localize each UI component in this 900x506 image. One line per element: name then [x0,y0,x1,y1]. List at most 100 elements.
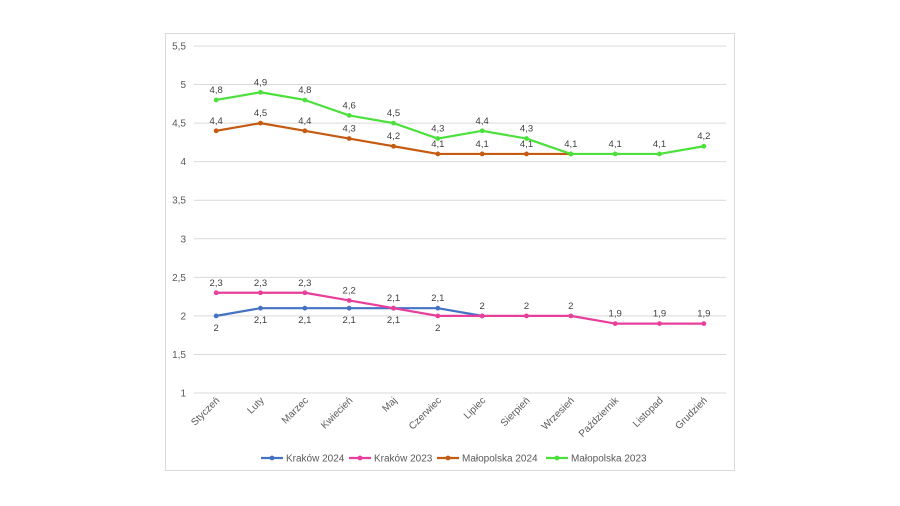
legend-marker [445,455,451,461]
y-tick-label: 5 [180,80,186,91]
x-tick-label: Marzec [280,395,311,426]
data-point [391,305,396,311]
x-tick-label: Maj [380,395,399,414]
x-tick-label: Grudzień [673,395,709,431]
legend-label: Kraków 2023 [374,454,433,465]
data-label: 4,1 [431,139,444,150]
data-label: 2,3 [210,278,223,289]
data-label: 4,5 [254,108,267,119]
y-tick-label: 5,5 [172,42,186,53]
data-point [524,151,529,157]
data-label: 4,6 [343,100,356,111]
legend-label: Kraków 2024 [286,454,345,465]
data-point [479,151,485,157]
data-point [657,321,662,326]
x-tick-label: Kwiecień [319,395,355,431]
data-label: 4,3 [431,124,444,135]
data-label: 1,9 [653,309,666,320]
data-point [435,136,441,141]
y-tick-label: 4 [180,157,186,168]
y-tick-label: 4,5 [172,119,186,130]
data-point [657,151,662,157]
y-tick-label: 1,5 [172,350,186,361]
data-point [524,313,529,319]
series-line [216,291,704,325]
data-label: 2 [524,301,529,312]
x-tick-label: Sierpień [499,395,533,429]
data-point [479,128,485,134]
x-tick-label: Luty [245,395,266,416]
data-label: 2,1 [343,315,356,326]
series-line [215,91,705,156]
data-point [612,151,618,157]
data-point [302,305,308,311]
legend-marker [269,455,275,461]
data-label: 2,1 [387,315,400,326]
data-label: 4,4 [476,116,489,127]
data-point [391,143,396,149]
data-point [346,298,352,303]
data-point [213,128,219,134]
legend-marker [554,455,560,461]
data-point [213,313,219,319]
legend-marker [357,455,363,461]
data-label: 1,9 [609,309,622,320]
data-point [213,97,219,103]
data-label: 4,9 [254,77,267,88]
data-point [524,136,529,141]
y-tick-label: 2 [180,311,186,322]
data-label: 4,1 [476,139,489,150]
data-label: 4,8 [298,85,311,96]
y-tick-label: 3,5 [172,196,186,207]
data-label: 2,1 [298,315,311,326]
data-label: 1,9 [697,309,710,320]
data-label: 2 [480,301,485,312]
data-point [302,128,308,134]
data-point [568,151,574,157]
data-label: 2,1 [387,293,400,304]
data-label: 4,2 [387,131,400,142]
legend-label: Małopolska 2024 [462,454,538,465]
data-label: 4,1 [564,139,577,150]
data-point [391,120,396,126]
data-label: 4,1 [520,139,533,150]
x-tick-label: Czerwiec [407,395,444,432]
x-tick-label: Lipiec [462,395,488,421]
data-point [258,305,263,311]
x-tick-label: Wrzesień [540,395,577,432]
data-label: 2,1 [254,315,267,326]
data-label: 4,3 [343,124,356,135]
data-point [302,97,308,103]
data-point [701,321,707,326]
data-point [346,136,352,141]
data-point [302,290,308,296]
y-tick-label: 1 [180,389,186,400]
data-label: 2 [214,323,219,334]
data-label: 2,2 [343,285,356,296]
data-label: 4,1 [653,139,666,150]
y-tick-label: 3 [180,234,186,245]
data-label: 4,8 [210,85,223,96]
data-point [435,305,441,311]
data-point [435,313,441,319]
data-label: 4,1 [609,139,622,150]
data-label: 4,5 [387,108,400,119]
data-point [258,120,263,126]
y-tick-label: 2,5 [172,273,186,284]
x-tick-label: Styczeń [189,395,222,428]
x-tick-label: Październik [577,395,622,440]
data-point [213,290,219,296]
data-point [346,305,352,311]
x-tick-label: Listopad [631,395,666,430]
data-label: 4,4 [298,116,311,127]
data-label: 4,3 [520,124,533,135]
data-point [258,89,263,95]
data-label: 2,1 [431,293,444,304]
data-point [258,290,263,296]
data-point [435,151,441,157]
data-label: 2,3 [298,278,311,289]
chart-frame: 1 1,5 2 2,5 3 3,5 4 4,5 5 5,5 Styczeń Luty Marzec Kwi… [165,33,735,471]
data-label: 2 [568,301,573,312]
legend-label: Małopolska 2023 [571,454,647,465]
data-label: 4,2 [697,131,710,142]
